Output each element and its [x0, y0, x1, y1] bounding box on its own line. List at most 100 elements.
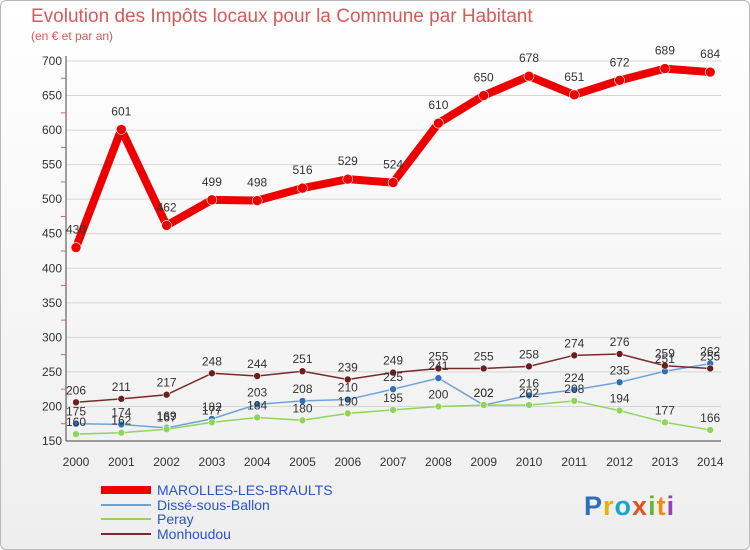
logo-letter: r: [603, 491, 615, 521]
data-label: 160: [66, 415, 86, 429]
data-point: [568, 89, 580, 101]
data-label: 211: [112, 380, 131, 394]
logo-letter: i: [648, 491, 657, 521]
data-label: 672: [610, 55, 630, 69]
data-label: 182: [202, 400, 222, 414]
data-label: 224: [564, 371, 584, 385]
data-label: 255: [700, 349, 720, 363]
data-label: 516: [292, 163, 312, 177]
x-tick-label: 2006: [334, 455, 361, 469]
y-tick-label: 200: [42, 399, 62, 413]
legend-label: Peray: [157, 511, 194, 527]
y-tick-label: 700: [42, 54, 62, 68]
x-tick-label: 2005: [289, 455, 316, 469]
data-point: [387, 177, 399, 188]
data-label: 684: [700, 47, 720, 61]
y-tick-label: 300: [42, 330, 62, 344]
data-label: 251: [655, 352, 675, 366]
data-point: [251, 195, 263, 206]
x-tick-label: 2014: [697, 455, 724, 469]
data-point: [661, 418, 669, 427]
data-label: 462: [157, 200, 177, 214]
data-point: [659, 63, 671, 74]
x-tick-label: 2004: [244, 455, 271, 469]
chart-subtitle: (en € et par an): [31, 29, 114, 43]
data-point: [343, 395, 352, 404]
data-point: [117, 428, 126, 437]
data-point: [253, 372, 262, 380]
data-label: 195: [383, 391, 403, 405]
data-label: 184: [247, 399, 267, 413]
data-point: [253, 400, 262, 409]
x-tick-label: 2001: [108, 455, 135, 469]
data-point: [434, 364, 443, 373]
data-label: 258: [519, 347, 539, 361]
data-point: [525, 391, 533, 400]
data-label: 262: [700, 345, 720, 359]
x-tick-label: 2013: [652, 455, 679, 469]
y-tick-label: 250: [42, 365, 62, 379]
chart-title: Evolution des Impôts locaux pour la Comm…: [31, 6, 533, 27]
data-point: [343, 375, 352, 384]
logo-letter: P: [584, 491, 604, 521]
data-label: 162: [111, 414, 131, 428]
data-point: [525, 362, 533, 371]
data-point: [298, 397, 307, 405]
data-point: [206, 194, 218, 206]
x-tick-label: 2003: [199, 455, 226, 469]
x-tick-label: 2009: [470, 455, 497, 469]
data-label: 174: [111, 405, 131, 419]
data-label: 202: [519, 386, 539, 400]
data-label: 255: [428, 349, 448, 363]
y-tick-label: 650: [42, 89, 62, 103]
x-tick-label: 2010: [516, 455, 543, 469]
legend-label: MAROLLES-LES-BRAULTS: [157, 482, 333, 498]
data-label: 529: [338, 154, 358, 168]
data-label: 225: [383, 370, 403, 384]
data-point: [116, 124, 127, 135]
y-tick-label: 550: [42, 158, 62, 172]
logo-letter: i: [666, 491, 676, 521]
data-point: [161, 220, 172, 231]
data-label: 206: [66, 383, 86, 397]
data-point: [615, 406, 624, 415]
data-label: 689: [655, 44, 675, 58]
y-tick-label: 450: [42, 227, 62, 241]
data-point: [208, 369, 216, 378]
data-point: [479, 401, 488, 409]
data-label: 166: [700, 411, 720, 425]
data-point: [389, 385, 397, 393]
x-tick-label: 2012: [606, 455, 633, 469]
data-label: 190: [338, 394, 358, 408]
data-point: [525, 401, 533, 409]
data-label: 239: [338, 361, 358, 375]
y-tick-label: 350: [42, 296, 62, 310]
data-label: 499: [202, 175, 222, 189]
data-point: [570, 386, 579, 394]
data-point: [433, 117, 444, 129]
data-point: [253, 413, 262, 422]
data-point: [389, 406, 397, 414]
data-label: 200: [428, 387, 448, 401]
data-label: 167: [157, 410, 177, 424]
data-point: [615, 378, 624, 387]
data-point: [570, 397, 579, 405]
data-label: 241: [428, 359, 448, 373]
data-point: [478, 90, 490, 101]
data-point: [162, 425, 171, 434]
data-label: 248: [202, 354, 222, 368]
data-label: 235: [610, 363, 630, 377]
x-tick-label: 2007: [380, 455, 407, 469]
data-label: 177: [202, 403, 222, 417]
data-point: [343, 409, 352, 418]
data-point: [72, 398, 80, 407]
data-point: [706, 364, 715, 373]
data-label: 249: [383, 354, 403, 368]
data-label: 202: [474, 386, 494, 400]
data-label: 216: [519, 376, 539, 390]
y-tick-label: 500: [42, 192, 62, 206]
data-label: 177: [655, 403, 675, 417]
data-point: [614, 75, 625, 86]
